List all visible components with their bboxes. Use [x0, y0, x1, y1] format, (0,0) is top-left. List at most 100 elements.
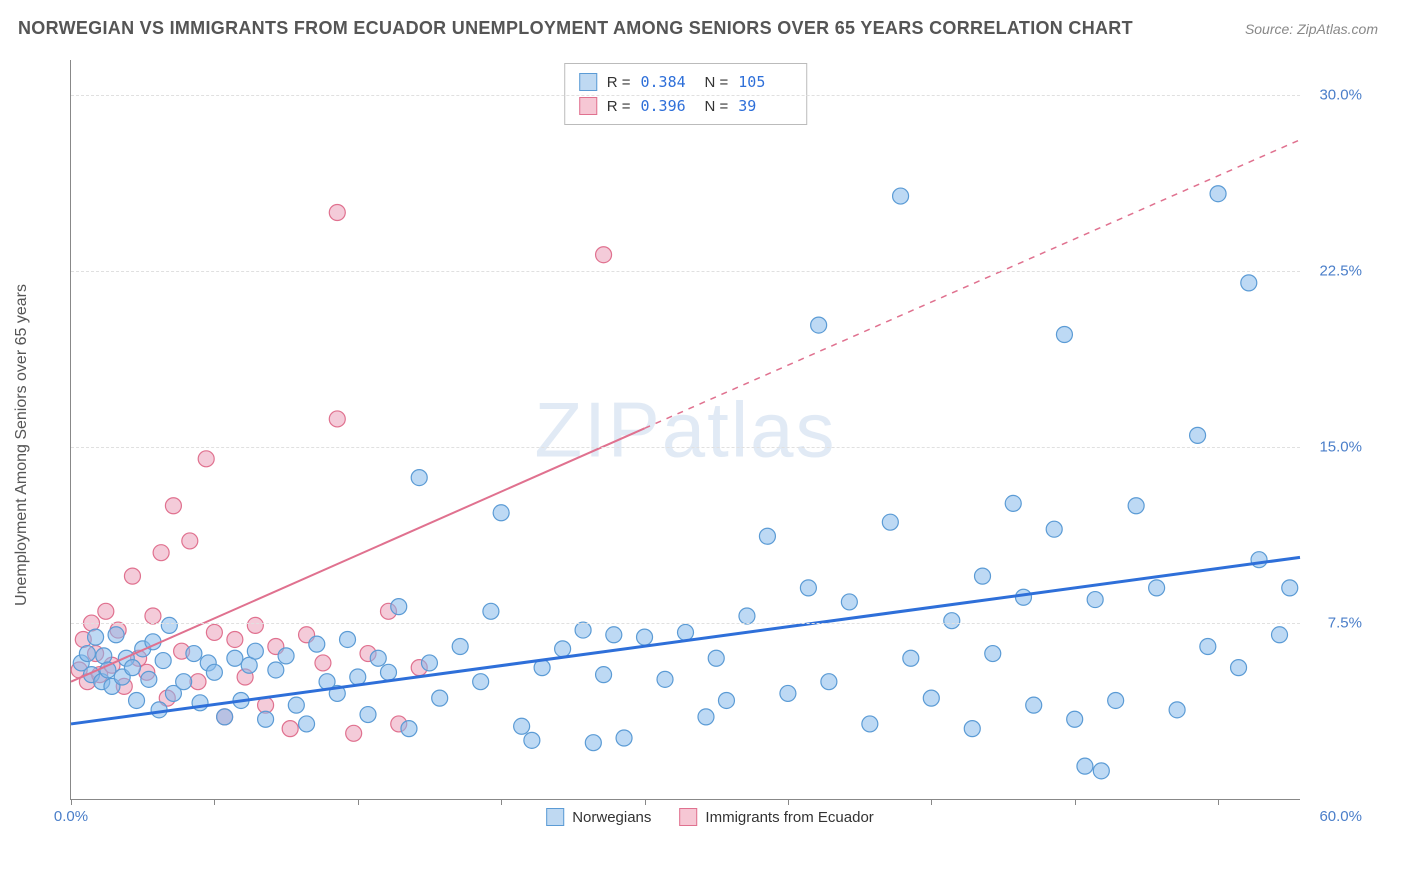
y-axis-label: Unemployment Among Seniors over 65 years — [13, 284, 31, 606]
norwegian-point — [176, 674, 192, 690]
norwegian-point — [1087, 592, 1103, 608]
chart-container: Unemployment Among Seniors over 65 years… — [50, 60, 1370, 830]
norwegian-point — [964, 721, 980, 737]
norwegian-point — [1067, 711, 1083, 727]
ecuador-point — [206, 624, 222, 640]
ecuador-point — [247, 617, 263, 633]
norwegian-point — [108, 627, 124, 643]
legend-item-norwegians: Norwegians — [546, 808, 651, 826]
norwegian-point — [841, 594, 857, 610]
norwegian-point — [1015, 589, 1031, 605]
norwegian-point — [903, 650, 919, 666]
norwegian-point — [421, 655, 437, 671]
norwegian-point — [96, 648, 112, 664]
norwegian-point — [360, 707, 376, 723]
norwegian-point — [247, 643, 263, 659]
norwegian-point — [1093, 763, 1109, 779]
norwegian-point — [780, 685, 796, 701]
norwegian-point — [1128, 498, 1144, 514]
norwegian-point — [708, 650, 724, 666]
norwegian-point — [493, 505, 509, 521]
ecuador-point — [145, 608, 161, 624]
norwegian-point — [1026, 697, 1042, 713]
norwegian-point — [258, 711, 274, 727]
header: NORWEGIAN VS IMMIGRANTS FROM ECUADOR UNE… — [0, 0, 1406, 51]
norwegian-point — [975, 568, 991, 584]
norwegian-point — [217, 709, 233, 725]
norwegian-point — [79, 646, 95, 662]
trend-line-ecuador-extrapolated — [645, 140, 1300, 429]
norwegian-point — [555, 641, 571, 657]
ecuador-point — [153, 545, 169, 561]
norwegian-point — [227, 650, 243, 666]
norwegian-point — [473, 674, 489, 690]
norwegian-point — [432, 690, 448, 706]
norwegian-point — [1149, 580, 1165, 596]
norwegian-point — [1251, 552, 1267, 568]
ecuador-point — [596, 247, 612, 263]
norwegian-point — [678, 624, 694, 640]
norwegian-point — [452, 639, 468, 655]
norwegian-point — [944, 613, 960, 629]
legend-label-2: Immigrants from Ecuador — [705, 809, 873, 826]
norwegian-point — [1231, 660, 1247, 676]
norwegian-point — [1210, 186, 1226, 202]
norwegian-point — [186, 646, 202, 662]
norwegian-point — [411, 470, 427, 486]
plot-svg — [71, 60, 1300, 799]
ecuador-point — [190, 674, 206, 690]
y-tick-label: 22.5% — [1307, 263, 1362, 280]
bottom-legend: Norwegians Immigrants from Ecuador — [546, 808, 874, 826]
y-tick-label: 7.5% — [1307, 615, 1362, 632]
norwegian-point — [391, 599, 407, 615]
norwegian-point — [1200, 639, 1216, 655]
norwegian-point — [88, 629, 104, 645]
norwegian-point — [524, 732, 540, 748]
norwegian-point — [882, 514, 898, 530]
norwegian-point — [340, 631, 356, 647]
ecuador-point — [98, 603, 114, 619]
norwegian-point — [739, 608, 755, 624]
ecuador-point — [227, 631, 243, 647]
norwegian-point — [161, 617, 177, 633]
ecuador-point — [329, 411, 345, 427]
norwegian-point — [1241, 275, 1257, 291]
chart-title: NORWEGIAN VS IMMIGRANTS FROM ECUADOR UNE… — [18, 18, 1133, 39]
ecuador-point — [124, 568, 140, 584]
norwegian-point — [370, 650, 386, 666]
norwegian-point — [616, 730, 632, 746]
ecuador-point — [315, 655, 331, 671]
norwegian-point — [1169, 702, 1185, 718]
ecuador-point — [198, 451, 214, 467]
y-tick-label: 30.0% — [1307, 87, 1362, 104]
norwegian-point — [299, 716, 315, 732]
norwegian-point — [1272, 627, 1288, 643]
norwegian-point — [309, 636, 325, 652]
norwegian-point — [206, 664, 222, 680]
plot-area: ZIPatlas R = 0.384 N = 105 R = 0.396 N =… — [70, 60, 1300, 800]
swatch-pink-icon — [679, 808, 697, 826]
norwegian-point — [1005, 495, 1021, 511]
norwegian-point — [923, 690, 939, 706]
swatch-blue-icon — [546, 808, 564, 826]
norwegian-point — [129, 692, 145, 708]
norwegian-point — [585, 735, 601, 751]
norwegian-point — [657, 671, 673, 687]
norwegian-point — [759, 528, 775, 544]
norwegian-point — [821, 674, 837, 690]
norwegian-point — [698, 709, 714, 725]
norwegian-point — [1056, 326, 1072, 342]
legend-label-1: Norwegians — [572, 809, 651, 826]
norwegian-point — [288, 697, 304, 713]
norwegian-point — [893, 188, 909, 204]
norwegian-point — [1282, 580, 1298, 596]
norwegian-point — [1046, 521, 1062, 537]
norwegian-point — [862, 716, 878, 732]
norwegian-point — [1077, 758, 1093, 774]
norwegian-point — [596, 667, 612, 683]
norwegian-point — [1190, 427, 1206, 443]
norwegian-point — [483, 603, 499, 619]
ecuador-point — [165, 498, 181, 514]
norwegian-point — [350, 669, 366, 685]
norwegian-point — [268, 662, 284, 678]
